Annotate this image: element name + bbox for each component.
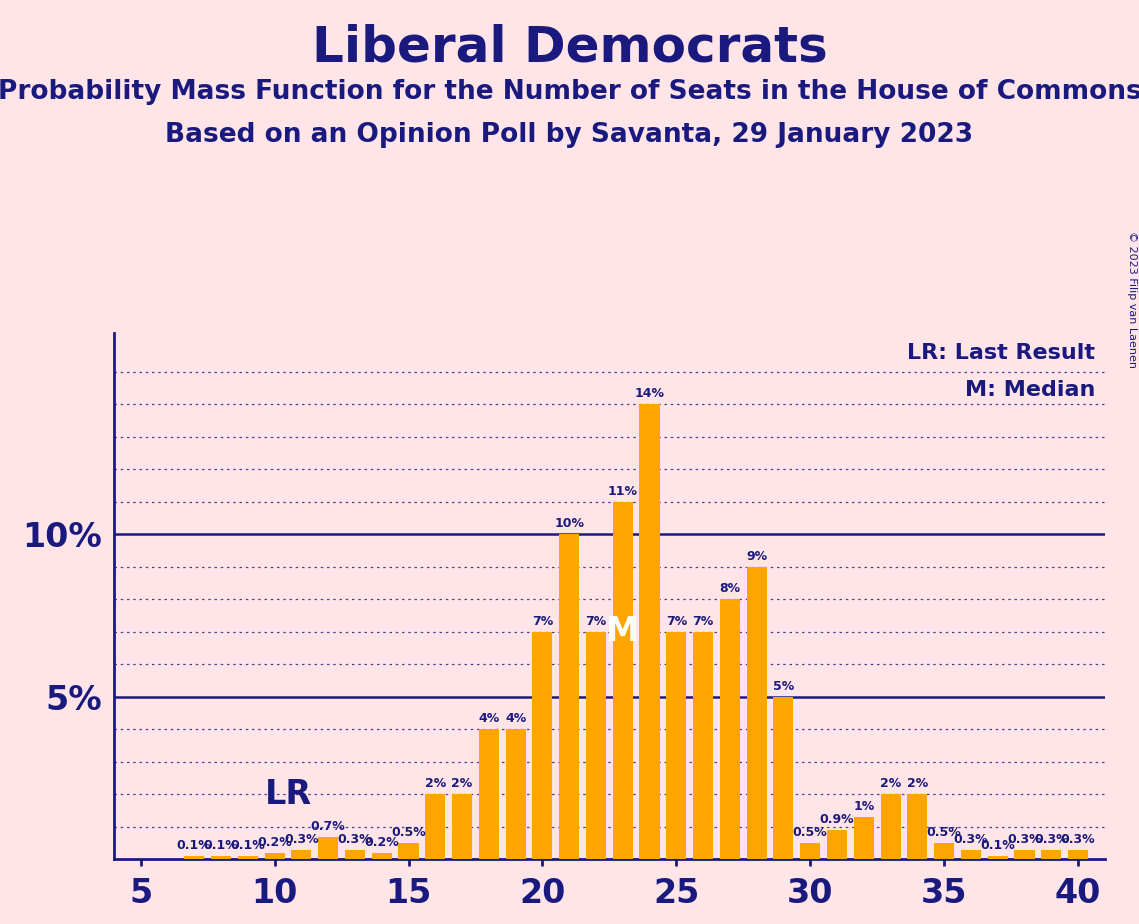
- Text: M: Median: M: Median: [965, 380, 1095, 400]
- Bar: [238, 856, 257, 859]
- Bar: [961, 849, 981, 859]
- Bar: [371, 853, 392, 859]
- Text: 10%: 10%: [555, 517, 584, 530]
- Bar: [880, 795, 901, 859]
- Text: 0.5%: 0.5%: [793, 826, 828, 839]
- Bar: [934, 843, 954, 859]
- Text: 4%: 4%: [478, 712, 500, 725]
- Text: 11%: 11%: [608, 485, 638, 498]
- Bar: [185, 856, 204, 859]
- Bar: [506, 729, 526, 859]
- Bar: [747, 566, 767, 859]
- Bar: [720, 600, 740, 859]
- Bar: [292, 849, 311, 859]
- Text: 0.5%: 0.5%: [391, 826, 426, 839]
- Bar: [908, 795, 927, 859]
- Text: 0.5%: 0.5%: [927, 826, 961, 839]
- Bar: [1015, 849, 1034, 859]
- Text: 1%: 1%: [853, 800, 875, 813]
- Text: 14%: 14%: [634, 387, 664, 400]
- Bar: [854, 817, 874, 859]
- Bar: [318, 836, 338, 859]
- Text: 7%: 7%: [693, 614, 714, 627]
- Text: 8%: 8%: [720, 582, 740, 595]
- Bar: [1041, 849, 1062, 859]
- Text: 0.1%: 0.1%: [204, 839, 238, 852]
- Text: Based on an Opinion Poll by Savanta, 29 January 2023: Based on an Opinion Poll by Savanta, 29 …: [165, 122, 974, 148]
- Bar: [613, 502, 633, 859]
- Text: 0.2%: 0.2%: [257, 836, 292, 849]
- Text: 9%: 9%: [746, 550, 768, 563]
- Text: 0.3%: 0.3%: [337, 833, 372, 845]
- Bar: [264, 853, 285, 859]
- Bar: [399, 843, 418, 859]
- Text: 2%: 2%: [907, 777, 928, 790]
- Bar: [452, 795, 472, 859]
- Text: 7%: 7%: [585, 614, 607, 627]
- Bar: [559, 534, 580, 859]
- Bar: [801, 843, 820, 859]
- Text: Liberal Democrats: Liberal Democrats: [312, 23, 827, 71]
- Text: 0.9%: 0.9%: [820, 813, 854, 826]
- Text: 7%: 7%: [665, 614, 687, 627]
- Text: 2%: 2%: [880, 777, 901, 790]
- Bar: [532, 632, 552, 859]
- Text: LR: Last Result: LR: Last Result: [907, 343, 1095, 363]
- Text: 2%: 2%: [425, 777, 445, 790]
- Bar: [639, 404, 659, 859]
- Text: 0.1%: 0.1%: [230, 839, 265, 852]
- Text: 7%: 7%: [532, 614, 554, 627]
- Bar: [211, 856, 231, 859]
- Bar: [425, 795, 445, 859]
- Bar: [585, 632, 606, 859]
- Bar: [827, 830, 847, 859]
- Bar: [988, 856, 1008, 859]
- Text: 0.1%: 0.1%: [981, 839, 1015, 852]
- Text: 4%: 4%: [505, 712, 526, 725]
- Text: © 2023 Filip van Laenen: © 2023 Filip van Laenen: [1126, 231, 1137, 368]
- Text: 0.1%: 0.1%: [177, 839, 212, 852]
- Text: 0.7%: 0.7%: [311, 820, 345, 833]
- Bar: [1068, 849, 1088, 859]
- Bar: [773, 697, 794, 859]
- Text: 0.3%: 0.3%: [953, 833, 989, 845]
- Text: 0.3%: 0.3%: [1060, 833, 1096, 845]
- Text: 0.2%: 0.2%: [364, 836, 399, 849]
- Bar: [693, 632, 713, 859]
- Bar: [478, 729, 499, 859]
- Text: 0.3%: 0.3%: [1034, 833, 1068, 845]
- Text: 0.3%: 0.3%: [1007, 833, 1042, 845]
- Text: 2%: 2%: [451, 777, 473, 790]
- Text: M: M: [606, 615, 639, 649]
- Text: 0.3%: 0.3%: [284, 833, 319, 845]
- Text: Probability Mass Function for the Number of Seats in the House of Commons: Probability Mass Function for the Number…: [0, 79, 1139, 104]
- Text: 5%: 5%: [773, 680, 794, 693]
- Bar: [666, 632, 687, 859]
- Bar: [345, 849, 364, 859]
- Text: LR: LR: [265, 778, 312, 810]
